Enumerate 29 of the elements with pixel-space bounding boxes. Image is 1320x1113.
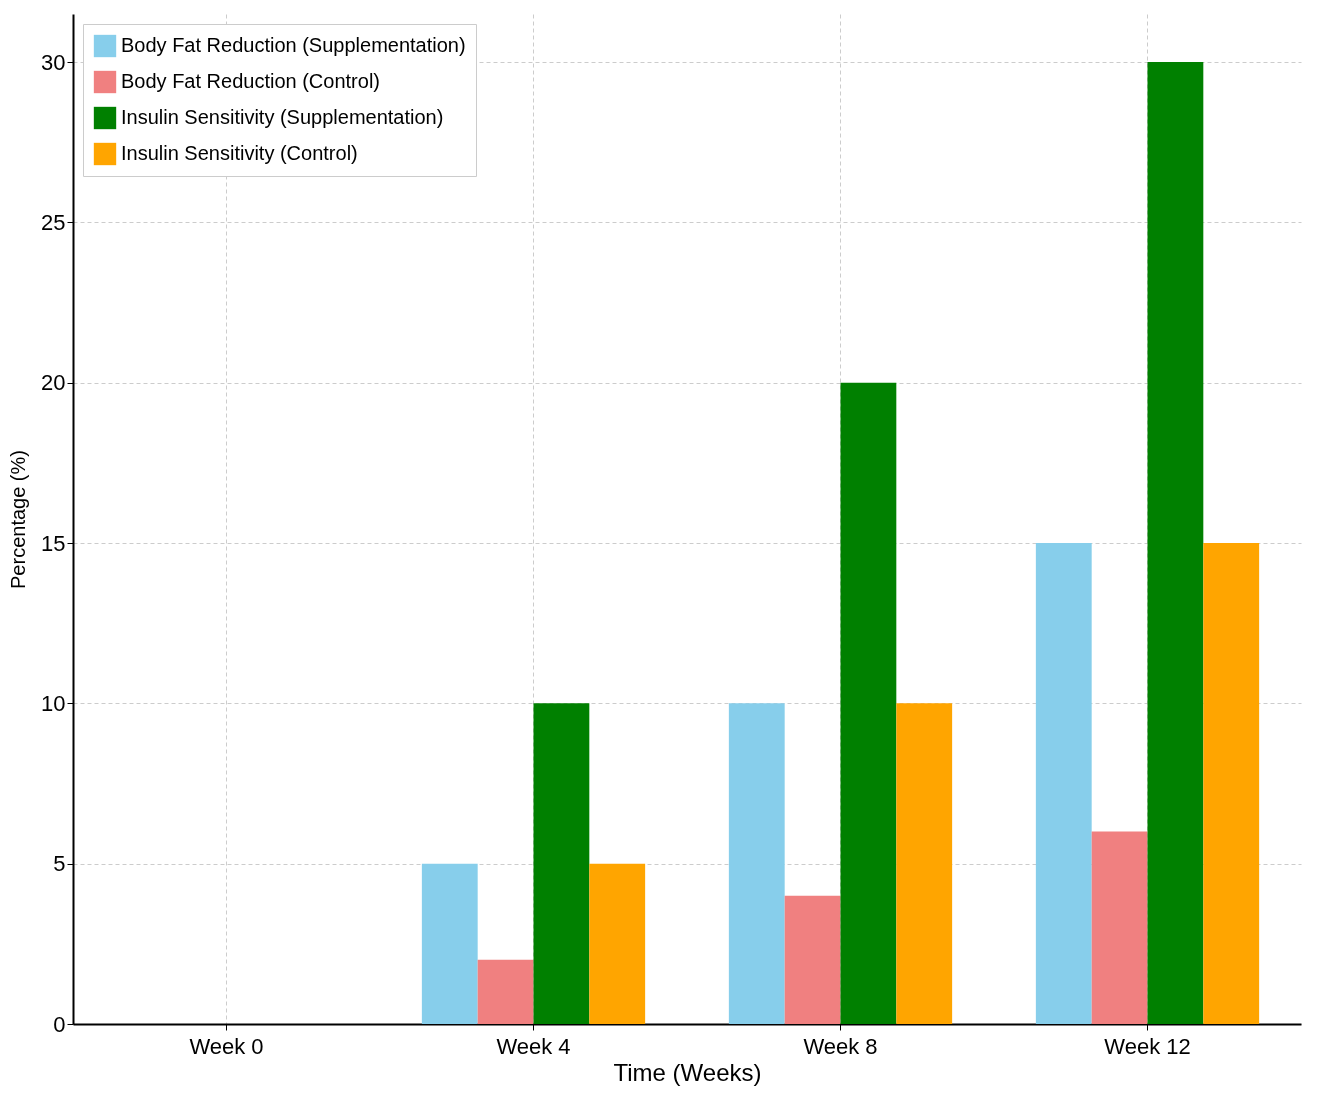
x-tick-label: Week 8 (803, 1033, 878, 1059)
y-tick-label: 15 (41, 530, 66, 556)
y-tick-label: 30 (41, 49, 66, 75)
bar (784, 895, 841, 1024)
y-tick-label: 25 (41, 209, 66, 235)
x-tick-label: Week 12 (1104, 1033, 1191, 1059)
bar (840, 382, 897, 1024)
y-tick-label: 10 (41, 690, 66, 716)
bar (421, 863, 478, 1024)
legend-label: Insulin Sensitivity (Control) (121, 142, 358, 164)
legend-label: Body Fat Reduction (Supplementation) (121, 34, 466, 56)
bar (1091, 831, 1148, 1024)
bar (1147, 62, 1204, 1024)
y-tick-label: 20 (41, 370, 66, 396)
bar (728, 703, 785, 1024)
x-axis-title: Time (Weeks) (613, 1058, 762, 1086)
bar (1203, 543, 1260, 1024)
bar (896, 703, 953, 1024)
legend-label: Body Fat Reduction (Control) (121, 70, 381, 92)
bar (477, 959, 534, 1024)
bar (1035, 543, 1092, 1024)
bar (589, 863, 646, 1024)
x-tick-label: Week 4 (496, 1033, 571, 1059)
y-axis-title: Percentage (%) (7, 450, 30, 589)
y-tick-label: 5 (53, 851, 66, 877)
legend-label: Insulin Sensitivity (Supplementation) (121, 106, 444, 128)
bar (533, 703, 590, 1024)
x-tick-label: Week 0 (189, 1033, 264, 1059)
y-tick-label: 0 (53, 1011, 66, 1037)
